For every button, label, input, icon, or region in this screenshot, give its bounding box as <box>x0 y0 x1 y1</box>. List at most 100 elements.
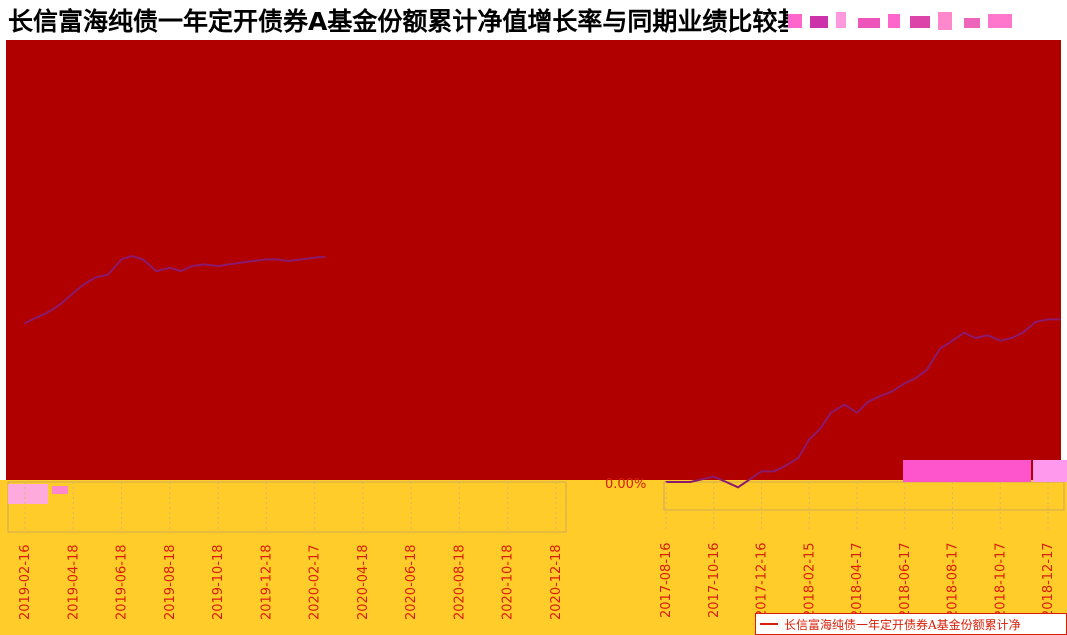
right-series-point-22 <box>925 369 928 371</box>
right-series-point-2 <box>689 481 692 483</box>
right-series-point-5 <box>725 481 728 483</box>
right-series-point-25 <box>963 331 966 334</box>
left-series-point-25 <box>324 256 326 258</box>
left-series-point-15 <box>203 263 206 266</box>
right-series-point-33 <box>1058 318 1061 321</box>
chart-title: 长信富海纯债一年定开债券A基金份额累计净值增长率与同期业绩比较基 <box>8 7 788 36</box>
right-x-tick-4: 2018-04-17 <box>850 542 865 618</box>
left-x-tick-5: 2019-12-18 <box>259 544 274 620</box>
right-x-tick-2: 2017-12-16 <box>755 542 770 618</box>
left-x-tick-2: 2019-06-18 <box>115 544 130 620</box>
right-series-point-4 <box>712 475 715 478</box>
left-series-point-10 <box>142 258 144 261</box>
right-series-point-12 <box>808 438 811 441</box>
right-series-point-30 <box>1022 331 1024 334</box>
pink-artifact-left <box>8 484 48 504</box>
right-x-axis: 2017-08-16 2017-10-16 2017-12-16 2018-02-15… <box>659 482 1056 618</box>
left-x-tick-11: 2020-12-18 <box>549 544 564 620</box>
left-series-point-13 <box>180 270 182 272</box>
left-series-point-2 <box>45 312 48 314</box>
right-series-point-1 <box>677 481 680 483</box>
right-series-point-6 <box>737 486 739 489</box>
pink-artifact-right <box>903 460 1031 482</box>
right-series-point-23 <box>939 347 941 350</box>
right-x-tick-8: 2018-12-17 <box>1041 542 1056 618</box>
right-series-point-9 <box>773 470 775 473</box>
right-series-point-24 <box>951 339 954 342</box>
left-series-line <box>24 254 326 325</box>
right-series-point-19 <box>891 390 894 393</box>
pink-artifact-left-2 <box>52 486 68 494</box>
right-series-point-20 <box>903 382 906 385</box>
right-series-point-29 <box>1011 337 1013 339</box>
left-x-tick-7: 2020-04-18 <box>356 544 371 620</box>
left-series-point-8 <box>120 258 123 261</box>
right-series-point-15 <box>843 403 846 406</box>
left-series-point-11 <box>155 270 158 272</box>
right-series-point-27 <box>986 334 989 337</box>
left-series-point-16 <box>217 265 219 267</box>
left-series-point-3 <box>59 303 61 306</box>
left-series-point-6 <box>93 277 96 279</box>
left-x-tick-1: 2019-04-18 <box>66 544 81 620</box>
right-x-tick-0: 2017-08-16 <box>659 542 674 618</box>
legend-entry: 长信富海纯债一年定开债券A基金份额累计净 <box>784 617 1021 632</box>
left-series-layer <box>24 254 326 325</box>
left-x-tick-0: 2019-02-16 <box>18 544 33 620</box>
left-x-axis: 2019-02-16 2019-04-18 2019-06-18 2019-08-18… <box>18 482 564 620</box>
right-series-point-17 <box>867 401 869 403</box>
left-series-point-5 <box>82 283 85 286</box>
left-series-point-22 <box>287 260 290 262</box>
left-x-tick-3: 2019-08-18 <box>163 544 178 620</box>
left-series-point-12 <box>169 266 171 269</box>
left-series-point-9 <box>131 255 133 257</box>
left-series-point-21 <box>276 258 279 261</box>
right-axis-lower-band <box>570 613 755 635</box>
left-series-point-20 <box>265 258 268 261</box>
right-series-point-14 <box>830 411 832 414</box>
right-series-point-8 <box>760 470 763 473</box>
right-series-layer <box>665 318 1061 489</box>
right-series-point-28 <box>999 339 1002 342</box>
left-series-point-18 <box>239 261 242 264</box>
y-tick-zero: 0.00% <box>605 477 646 492</box>
right-series-point-10 <box>784 465 786 467</box>
left-x-tick-6: 2020-02-17 <box>308 544 323 620</box>
left-x-tick-10: 2020-10-18 <box>501 544 516 620</box>
right-series-point-21 <box>914 377 917 379</box>
right-series-point-16 <box>856 411 858 414</box>
right-series-point-31 <box>1034 321 1037 323</box>
right-plot-frame <box>663 481 1065 511</box>
right-series-point-18 <box>878 395 880 398</box>
right-series-point-32 <box>1047 318 1049 321</box>
background-block <box>6 40 1061 480</box>
right-series-point-7 <box>748 478 751 481</box>
right-x-tick-3: 2018-02-15 <box>802 542 817 618</box>
left-x-tick-9: 2020-08-18 <box>452 544 467 620</box>
left-plot-frame <box>7 481 567 533</box>
left-series-point-4 <box>72 292 75 294</box>
title-overflow-artifact <box>788 12 1012 30</box>
left-series-point-24 <box>313 256 316 259</box>
left-series-point-23 <box>301 258 303 261</box>
right-series-point-11 <box>797 457 800 459</box>
left-axis-band <box>0 480 570 635</box>
right-x-tick-1: 2017-10-16 <box>707 542 722 618</box>
left-x-tick-4: 2019-10-18 <box>211 544 226 620</box>
left-series-point-7 <box>107 273 109 276</box>
right-series-point-26 <box>974 337 977 339</box>
right-x-tick-7: 2018-10-17 <box>993 542 1008 618</box>
left-series-point-14 <box>191 265 193 267</box>
left-series-point-0 <box>24 322 26 325</box>
right-x-tick-5: 2018-06-17 <box>898 542 913 618</box>
right-series-line <box>666 318 1060 489</box>
legend: 长信富海纯债一年定开债券A基金份额累计净 <box>755 613 1067 635</box>
left-series-point-19 <box>252 260 254 262</box>
left-x-tick-8: 2020-06-18 <box>404 544 419 620</box>
right-series-point-13 <box>819 427 822 430</box>
left-series-point-1 <box>34 317 37 319</box>
pink-artifact-right-2 <box>1033 460 1067 482</box>
right-x-tick-6: 2018-08-17 <box>946 542 961 618</box>
legend-swatch <box>760 623 778 625</box>
